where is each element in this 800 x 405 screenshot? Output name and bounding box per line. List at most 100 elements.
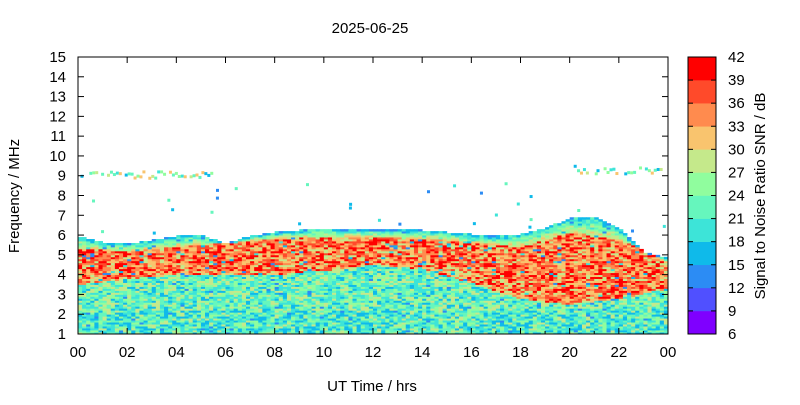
heatmap-cell (184, 318, 190, 321)
heatmap-cell (127, 318, 132, 321)
heatmap-cell (139, 258, 144, 262)
heatmap-cell (409, 258, 415, 262)
heatmap-cell (368, 308, 374, 311)
heatmap-cell (299, 298, 304, 301)
heatmap-cell (475, 286, 480, 289)
heatmap-cell (229, 270, 235, 274)
heatmap-cell (327, 264, 333, 268)
heatmap-cell (188, 294, 194, 297)
heatmap-cell (393, 244, 398, 248)
heatmap-cell (221, 312, 226, 315)
heatmap-cell (299, 300, 304, 303)
heatmap-cell (151, 252, 157, 256)
heatmap-cell (114, 290, 120, 293)
heatmap-cell (418, 252, 423, 256)
heatmap-cell (319, 254, 325, 258)
heatmap-cell (139, 270, 144, 274)
heatmap-cell (286, 264, 292, 268)
heatmap-cell (348, 266, 353, 270)
heatmap-cell (344, 254, 349, 258)
heatmap-cell (131, 260, 136, 264)
heatmap-cell (135, 268, 140, 272)
heatmap-cell (106, 312, 112, 315)
heatmap-cell (332, 278, 337, 281)
heatmap-cell (200, 332, 206, 334)
heatmap-cell (209, 324, 214, 327)
heatmap-cell (217, 270, 222, 274)
heatmap-cell (299, 302, 304, 305)
heatmap-cell (155, 314, 161, 317)
heatmap-cell (127, 272, 132, 276)
heatmap-cell (409, 298, 415, 301)
heatmap-cell (352, 229, 358, 232)
heatmap-cell (426, 250, 431, 254)
heatmap-cell (454, 235, 460, 238)
heatmap-cell (332, 237, 337, 240)
heatmap-cell (356, 304, 362, 307)
heatmap-cell (422, 330, 427, 333)
heatmap-cell (90, 241, 95, 244)
heatmap-cell (450, 324, 456, 327)
heatmap-cell (430, 248, 435, 252)
heatmap-cell (172, 316, 177, 319)
heatmap-cell (307, 328, 312, 331)
heatmap-cell (188, 310, 194, 313)
heatmap-cell (299, 308, 304, 311)
heatmap-cell (336, 258, 341, 262)
heatmap-cell (98, 300, 103, 303)
heatmap-cell (373, 302, 378, 305)
heatmap-cell (106, 282, 112, 285)
heatmap-cell (336, 320, 341, 323)
heatmap-cell (155, 294, 161, 297)
heatmap-cell (405, 306, 411, 309)
heatmap-cell (221, 304, 226, 307)
heatmap-cell (413, 294, 419, 297)
heatmap-cell (373, 270, 378, 274)
heatmap-cell (147, 276, 153, 279)
heatmap-cell (381, 235, 386, 238)
heatmap-cell (188, 250, 194, 254)
heatmap-cell (389, 254, 394, 258)
heatmap-cell (459, 254, 464, 258)
heatmap-cell (360, 276, 366, 279)
heatmap-cell (426, 262, 431, 266)
heatmap-cell (172, 262, 177, 266)
heatmap-cell (418, 286, 423, 289)
heatmap-cell (413, 264, 419, 268)
heatmap-cell (291, 272, 296, 276)
heatmap-cell (135, 242, 140, 246)
heatmap-cell (311, 286, 317, 289)
heatmap-cell (143, 308, 149, 311)
heatmap-cell (422, 276, 427, 279)
heatmap-cell (209, 326, 214, 329)
heatmap-cell (471, 296, 476, 299)
heatmap-cell (434, 280, 439, 283)
heatmap-cell (450, 280, 456, 283)
heatmap-cell (102, 332, 108, 334)
heatmap-cell (303, 278, 308, 281)
heatmap-cell (258, 302, 263, 305)
heatmap-cell (291, 278, 296, 281)
heatmap-cell (459, 248, 464, 252)
heatmap-cell (241, 274, 247, 278)
heatmap-cell (327, 250, 333, 254)
heatmap-cell (237, 326, 243, 329)
heatmap-cell (266, 280, 271, 283)
heatmap-cell (184, 276, 190, 279)
heatmap-cell (340, 282, 345, 285)
heatmap-cell (291, 286, 296, 289)
heatmap-cell (213, 326, 218, 329)
heatmap-cell (164, 290, 169, 293)
heatmap-cell (336, 302, 341, 305)
heatmap-cell (155, 246, 161, 250)
heatmap-cell (217, 332, 222, 334)
heatmap-cell (143, 286, 149, 289)
heatmap-cell (463, 237, 468, 240)
heatmap-cell (364, 258, 370, 262)
heatmap-cell (147, 264, 153, 268)
heatmap-cell (86, 274, 91, 278)
heatmap-cell (250, 252, 255, 256)
heatmap-cell (180, 314, 185, 317)
heatmap-cell (295, 298, 300, 301)
heatmap-cell (200, 316, 206, 319)
